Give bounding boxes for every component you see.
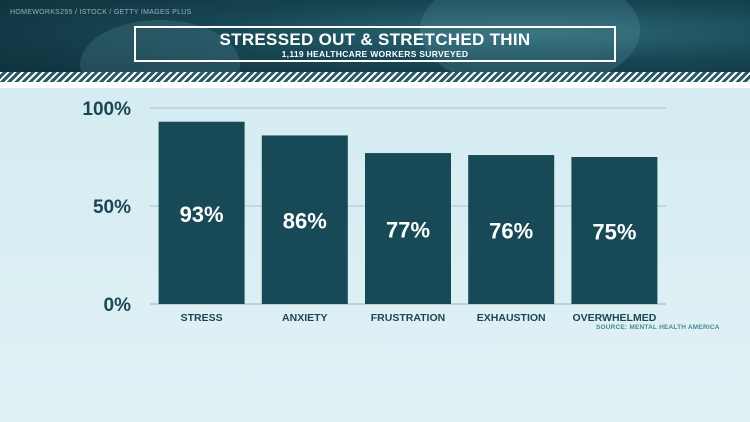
y-tick-label: 50% (93, 197, 131, 218)
source-note: SOURCE: MENTAL HEALTH AMERICA (596, 324, 720, 331)
header-banner: HOMEWORKS255 / ISTOCK / GETTY IMAGES PLU… (0, 0, 750, 82)
y-tick-label: 100% (82, 99, 131, 120)
x-tick-label: FRUSTRATION (371, 312, 445, 324)
bar (158, 121, 245, 304)
x-tick-label: ANXIETY (282, 312, 328, 324)
background-texture (420, 0, 640, 82)
title-box: STRESSED OUT & STRETCHED THIN 1,119 HEAL… (134, 26, 616, 62)
x-tick-label: OVERWHELMED (572, 312, 656, 324)
bar-value-label: 75% (592, 220, 636, 245)
bar-value-label: 93% (180, 202, 224, 227)
chart-subtitle: 1,119 HEALTHCARE WORKERS SURVEYED (281, 49, 469, 59)
bar (468, 155, 555, 304)
bar-value-label: 77% (386, 218, 430, 243)
chart-title: STRESSED OUT & STRETCHED THIN (219, 30, 531, 49)
white-divider (0, 82, 750, 88)
hatch-divider (0, 72, 750, 82)
x-tick-label: EXHAUSTION (477, 312, 546, 324)
bar-value-label: 76% (489, 219, 533, 244)
y-tick-label: 0% (104, 295, 132, 316)
bar (571, 157, 658, 304)
photo-credit: HOMEWORKS255 / ISTOCK / GETTY IMAGES PLU… (10, 9, 192, 16)
bar-value-label: 86% (283, 209, 327, 234)
bar (261, 135, 348, 304)
bar (365, 153, 451, 304)
x-tick-label: STRESS (181, 312, 223, 324)
